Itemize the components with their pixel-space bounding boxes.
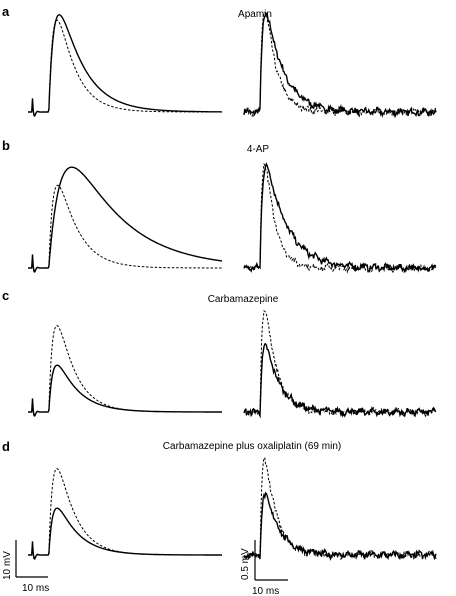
scale-bar-left-t-label: 10 ms	[22, 583, 49, 594]
scale-bar-left: 10 mV 10 ms	[2, 540, 49, 594]
panel-label-b: b	[2, 138, 10, 153]
trace-right-a-solid	[243, 12, 437, 119]
scale-bar-right: 0.5 mV 10 ms	[240, 540, 288, 596]
drug-title-c: Carbamazepine	[208, 294, 279, 305]
trace-left-c-solid	[28, 364, 222, 418]
panel-label-d: d	[2, 439, 10, 454]
trace-right-b-dashed	[243, 163, 437, 274]
trace-right-d-dashed	[243, 457, 437, 561]
panel-label-c: c	[2, 288, 9, 303]
drug-title-d: Carbamazepine plus oxaliplatin (69 min)	[163, 441, 341, 452]
scale-bar-left-v-label: 10 mV	[2, 551, 13, 580]
trace-layer	[28, 11, 437, 562]
trace-left-b-dashed	[28, 184, 222, 272]
trace-left-d-dashed	[28, 468, 222, 559]
trace-left-b-solid	[28, 166, 223, 274]
panel-label-a: a	[2, 4, 10, 19]
drug-title-b: 4-AP	[247, 144, 270, 155]
trace-right-c-solid	[243, 343, 437, 419]
scale-bar-right-v-label: 0.5 mV	[240, 548, 251, 580]
trace-left-a-dashed	[28, 19, 222, 116]
trace-right-d-solid	[243, 491, 437, 562]
scale-bar-right-t-label: 10 ms	[252, 586, 279, 596]
trace-left-d-solid	[28, 507, 222, 561]
trace-left-c-dashed	[28, 325, 222, 416]
trace-right-a-dashed	[243, 11, 437, 118]
trace-left-a-solid	[28, 14, 222, 118]
trace-right-b-solid	[243, 162, 437, 273]
drug-title-a: Apamin	[238, 9, 272, 20]
trace-right-c-dashed	[243, 310, 437, 419]
